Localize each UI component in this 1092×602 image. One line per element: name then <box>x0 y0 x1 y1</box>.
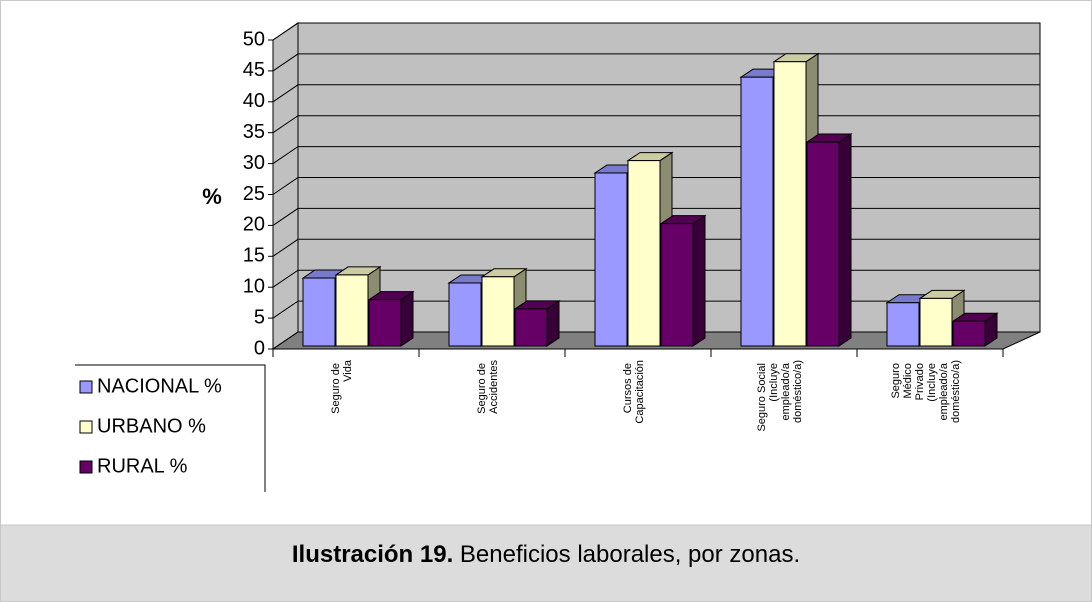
y-tick-label: 45 <box>243 59 265 81</box>
x-tick-label: Seguro Médico Privado (Incluye empleado/… <box>890 360 962 423</box>
bar <box>302 277 336 347</box>
y-tick-label: 50 <box>243 28 265 50</box>
bar <box>919 297 953 347</box>
legend-label: URBANO % <box>97 415 206 437</box>
bar <box>952 320 986 347</box>
y-tick-label: 20 <box>243 214 265 236</box>
bar <box>660 223 694 347</box>
y-tick-label: 25 <box>243 183 265 205</box>
x-tick-label: Cursos de Capacitación <box>622 360 646 424</box>
bar-side <box>692 214 706 347</box>
bar <box>773 61 807 347</box>
bar <box>335 274 369 347</box>
bar-side <box>838 133 852 347</box>
bar <box>740 76 774 347</box>
y-tick-label: 40 <box>243 90 265 112</box>
caption-box <box>0 524 1092 602</box>
caption-text: Beneficios laborales, por zonas. <box>460 541 800 568</box>
caption-label: Ilustración 19. <box>292 541 453 568</box>
bar <box>886 302 920 347</box>
y-tick-label: 35 <box>243 121 265 143</box>
bar <box>448 282 482 347</box>
bar <box>481 276 515 347</box>
bar-side <box>400 290 414 347</box>
legend-label: NACIONAL % <box>97 375 222 397</box>
y-axis-label: % <box>202 184 222 209</box>
x-tick-label: Seguro de Accidentes <box>476 360 500 414</box>
x-tick-label: Seguro Social (Incluye empleado/a domést… <box>756 360 804 432</box>
legend-frame <box>75 364 266 492</box>
x-tick-label: Seguro de Vida <box>330 359 354 414</box>
legend-swatch <box>79 380 93 394</box>
bar <box>368 299 402 347</box>
legend-swatch <box>79 460 93 474</box>
legend-swatch <box>79 420 93 434</box>
bar <box>806 141 840 347</box>
bar <box>627 160 661 347</box>
bar <box>514 308 548 347</box>
y-tick-label: 0 <box>254 337 265 359</box>
y-tick-label: 30 <box>243 152 265 174</box>
y-tick-label: 5 <box>254 306 265 328</box>
y-tick-label: 15 <box>243 245 265 267</box>
grid-line <box>272 22 1040 41</box>
legend-label: RURAL % <box>97 455 188 477</box>
y-tick-label: 10 <box>243 275 265 297</box>
caption: Ilustración 19. Beneficios laborales, po… <box>292 541 800 568</box>
bar <box>594 172 628 347</box>
